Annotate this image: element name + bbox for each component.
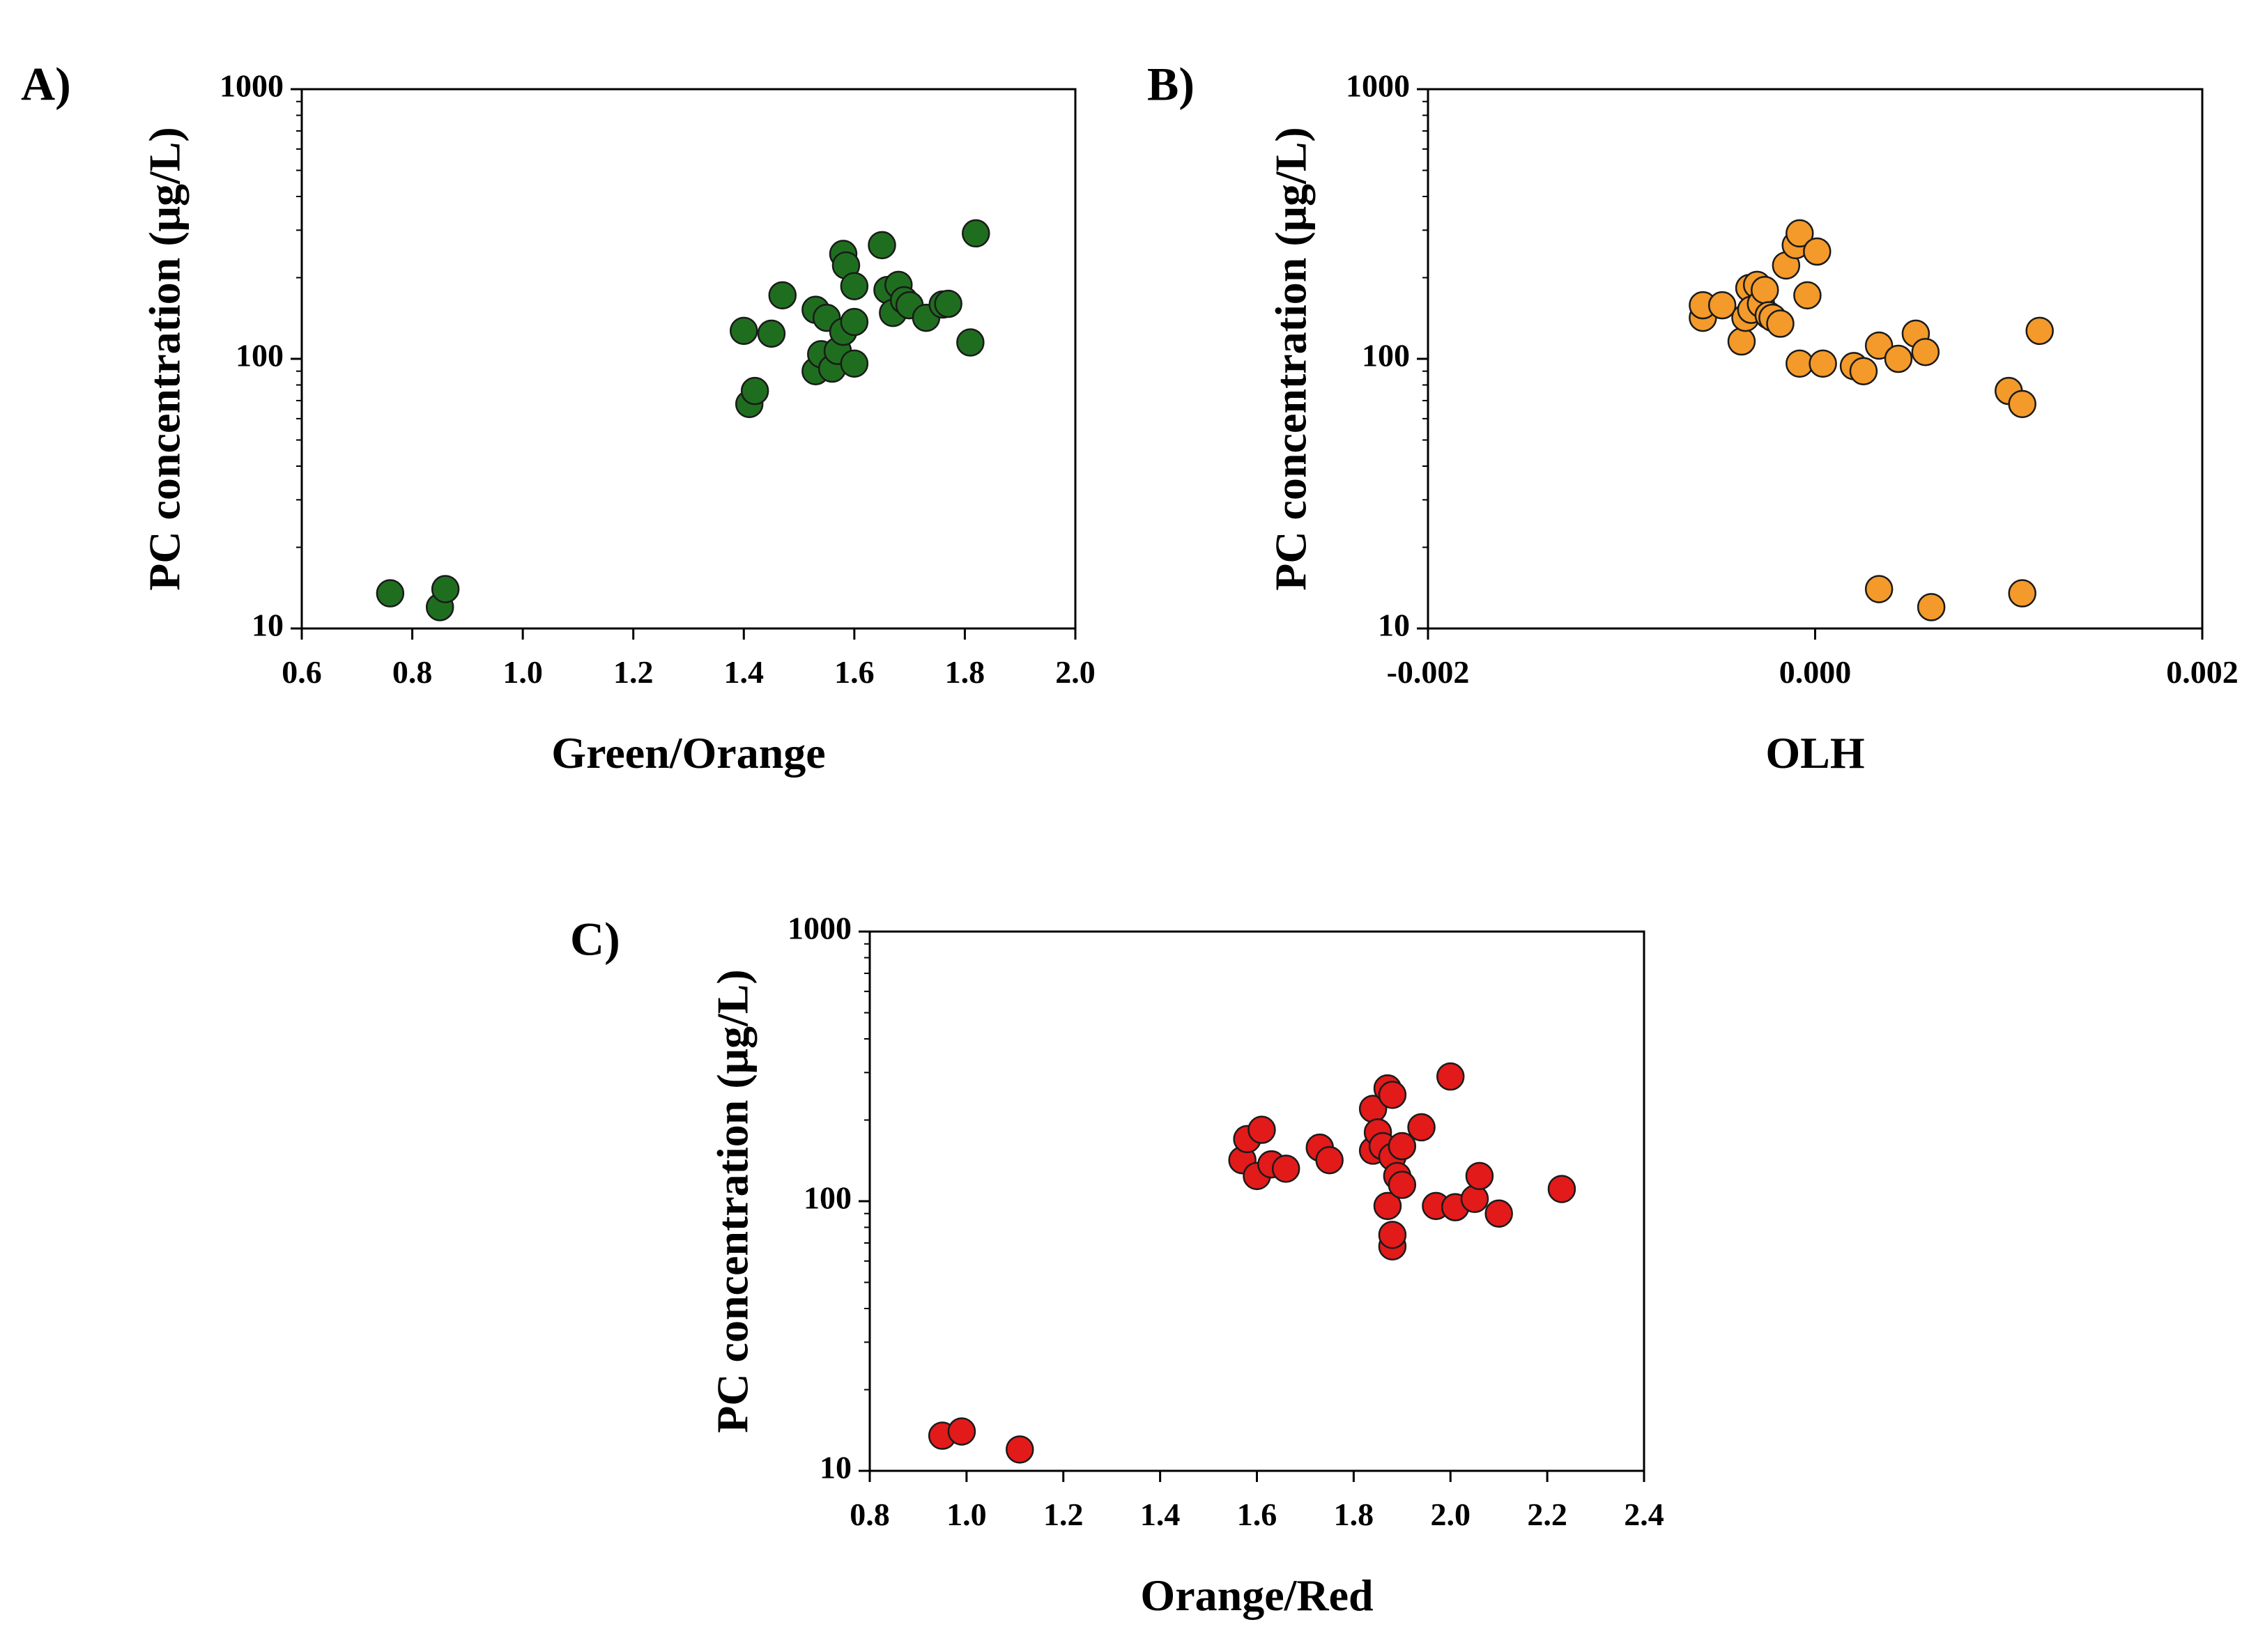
x-tick-label: 0.6	[282, 654, 322, 690]
y-axis-title: PC concentration (μg/L)	[140, 127, 190, 591]
x-tick-label: 1.0	[946, 1497, 987, 1532]
data-point	[768, 281, 797, 310]
y-tick-label: 10	[252, 608, 284, 643]
x-tick-label: 0.002	[2166, 654, 2239, 690]
data-point	[1864, 575, 1894, 603]
data-point	[2008, 579, 2036, 608]
x-tick-label: 1.6	[834, 654, 875, 690]
y-tick-label: 100	[804, 1180, 852, 1216]
y-tick-label: 1000	[1346, 68, 1410, 104]
data-point	[840, 349, 869, 378]
x-tick-label: 1.8	[945, 654, 985, 690]
plot-frame	[300, 88, 1077, 630]
x-tick-label: 0.8	[392, 654, 433, 690]
x-tick-label: 1.2	[1043, 1497, 1084, 1532]
plot-frame	[868, 930, 1645, 1472]
data-point	[947, 1417, 976, 1446]
data-point	[840, 272, 869, 300]
data-point	[757, 319, 786, 348]
data-point	[1378, 1221, 1407, 1249]
data-point	[868, 231, 896, 260]
data-point	[1751, 275, 1779, 304]
x-tick-label: 2.2	[1527, 1497, 1567, 1532]
data-point	[1407, 1113, 1436, 1142]
data-point	[1786, 219, 1814, 248]
panel-c: C) 0.8 1.0 1.2 1.4 1.6 1.8 2.0 2.2 2.4 10 100 1000 Or…	[570, 911, 1664, 1620]
x-tick-label: 1.4	[1140, 1497, 1181, 1532]
data-point	[431, 575, 460, 603]
data-point	[962, 219, 990, 248]
data-point	[1766, 309, 1795, 338]
data-point	[1864, 331, 1894, 360]
x-tick-label: 2.0	[1055, 654, 1096, 690]
data-point	[1388, 1171, 1417, 1199]
data-point	[1911, 337, 1940, 366]
data-point	[1849, 357, 1878, 385]
data-point	[1315, 1145, 1344, 1175]
x-tick-label: -0.002	[1387, 654, 1470, 690]
data-point	[1247, 1116, 1276, 1144]
data-point	[1727, 327, 1756, 356]
y-tick-label: 100	[236, 338, 284, 373]
y-axis-title: PC concentration (μg/L)	[708, 969, 758, 1433]
data-point	[1271, 1155, 1300, 1183]
data-point	[376, 579, 405, 608]
data-point	[1388, 1132, 1417, 1161]
data-point	[730, 316, 758, 346]
x-axis-title: Green/Orange	[551, 728, 825, 778]
data-point	[1484, 1199, 1513, 1228]
data-point	[1707, 291, 1737, 320]
panel-label-a: A)	[21, 58, 71, 111]
x-tick-label: 1.8	[1334, 1497, 1374, 1532]
data-point	[956, 328, 985, 357]
x-tick-label: 0.000	[1779, 654, 1852, 690]
y-tick-label: 1000	[788, 911, 852, 946]
data-point	[934, 289, 962, 318]
data-point	[2025, 316, 2054, 346]
x-tick-label: 1.0	[502, 654, 543, 690]
data-point	[1793, 281, 1822, 310]
y-tick-label: 10	[1378, 608, 1410, 643]
data-point	[1809, 349, 1837, 378]
data-point	[1460, 1184, 1489, 1213]
x-tick-label: 2.0	[1431, 1497, 1471, 1532]
x-axis-title: OLH	[1765, 728, 1864, 778]
data-point	[1803, 237, 1832, 266]
data-point	[1884, 344, 1913, 373]
panel-a: A) 0.6 0.8 1.0 1.2 1.4 1.6 1.8 2.0 10 100 1000 Green…	[21, 58, 1096, 778]
data-point	[1547, 1175, 1576, 1203]
data-point	[740, 376, 769, 406]
data-point	[1465, 1161, 1494, 1191]
x-tick-label: 1.6	[1237, 1497, 1277, 1532]
data-point	[840, 307, 869, 337]
y-tick-label: 1000	[220, 68, 284, 104]
panel-b: B) -0.002 0.000 0.002 10 100 1000 OLH PC concent…	[1147, 58, 2239, 778]
x-tick-label: 2.4	[1624, 1497, 1664, 1532]
x-axis-title: Orange/Red	[1140, 1570, 1373, 1620]
x-tick-label: 0.8	[850, 1497, 890, 1532]
data-point	[1373, 1191, 1402, 1221]
panel-label-c: C)	[570, 913, 620, 966]
panel-label-b: B)	[1147, 58, 1195, 111]
y-tick-label: 10	[820, 1450, 852, 1485]
data-point	[1917, 593, 1946, 622]
data-point	[1436, 1062, 1465, 1091]
y-tick-label: 100	[1362, 338, 1410, 373]
data-point	[1006, 1435, 1034, 1464]
y-axis-title: PC concentration (μg/L)	[1266, 127, 1316, 591]
x-tick-label: 1.2	[613, 654, 654, 690]
x-tick-label: 1.4	[724, 654, 765, 690]
data-point	[1378, 1081, 1407, 1109]
data-point	[2008, 389, 2036, 419]
